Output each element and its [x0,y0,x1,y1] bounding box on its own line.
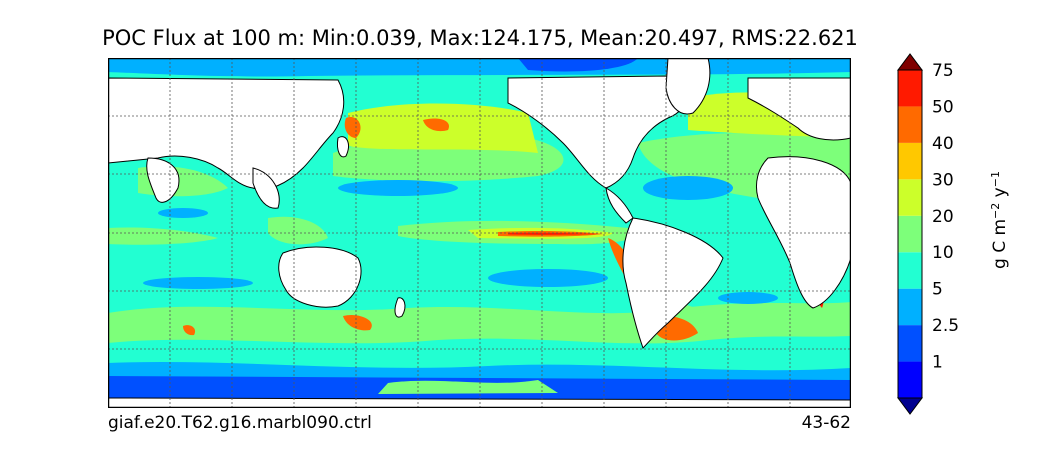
colorbar-segment [898,142,922,180]
indian-ocean-south-green [108,227,218,245]
nz-orange [343,314,372,331]
land [108,58,851,408]
colorbar-segment [898,215,922,253]
colorbar-extend-max [897,53,923,71]
north-atlantic-gyre-blue [643,176,733,200]
greenland [665,58,711,115]
colorbar-tick-label: 2.5 [932,316,959,336]
year-range: 43-62 [801,413,851,433]
colorbar-segment [898,361,922,398]
new-zealand [394,297,406,318]
colorbar-segment [898,70,922,107]
colorbar-tick-label: 20 [932,207,954,227]
arctic-blue [108,58,851,77]
antarctica [108,397,851,408]
colorbar-unit-label: g C m−2 y−1 [989,171,1010,269]
central-america [605,187,634,224]
figure-title: POC Flux at 100 m: Min:0.039, Max:124.17… [102,26,858,50]
india-peninsula [146,157,180,203]
indian-ocean-blue [158,208,208,218]
south-atlantic-gyre-blue [718,292,778,304]
europe-right [747,77,851,141]
japan [337,136,349,158]
southeast-asia [252,167,280,209]
colorbar: 1 2.5 5 10 20 30 40 50 75 100 g C m−2 y−1 [897,40,1010,415]
colorbar-segment [898,106,922,143]
antarctic-green-patches [378,380,558,394]
colorbar-tick-label: 50 [932,97,954,117]
arctic-dark-blue [518,58,638,72]
colorbar-segment [898,179,922,216]
case-name: giaf.e20.T62.g16.marbl090.ctrl [108,413,372,433]
colorbar-tick-label: 100 [932,40,964,45]
north-pacific-gyre-blue [338,180,458,196]
colorbar-tick-label: 10 [932,243,954,263]
africa [755,156,851,309]
north-pacific-orange [423,118,449,132]
colorbar-tick-label: 1 [932,353,943,373]
map-frame [108,58,851,408]
south-pacific-gyre-blue [488,269,608,287]
poc-flux-map [108,58,851,408]
indonesia-green [268,216,328,245]
colorbar-extend-min [897,397,923,415]
colorbar-tick-label: 75 [932,61,954,81]
kuril-orange [344,117,361,138]
colorbar-segment [898,252,922,289]
south-america [622,217,724,349]
colorbar-tick-label: 5 [932,280,943,300]
colorbar-frame [897,69,923,399]
colorbar-tick-label: 30 [932,170,954,190]
colorbar-segment [898,325,922,362]
colorbar-segment [898,288,922,326]
south-indian-gyre-blue [143,277,253,289]
colorbar-tick-label: 40 [932,134,954,154]
australia [278,246,362,308]
crozet-orange [183,325,196,336]
equatorial-red [508,232,598,235]
